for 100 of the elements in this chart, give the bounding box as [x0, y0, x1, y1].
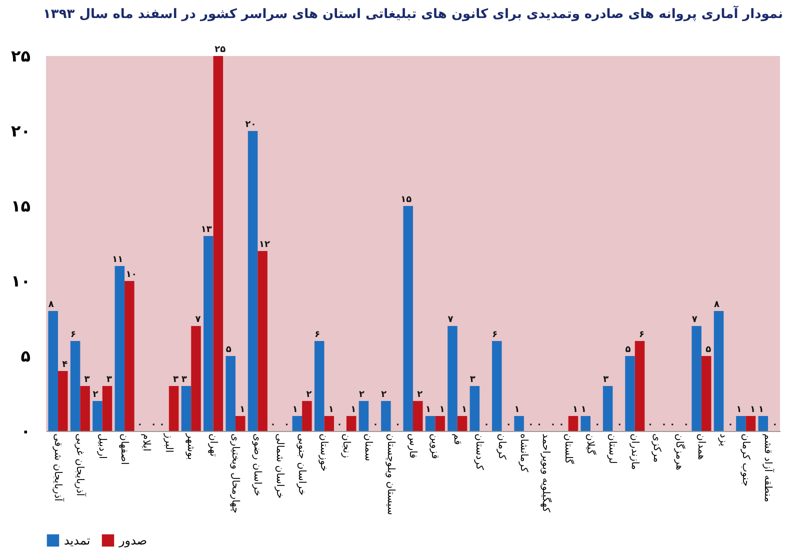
data-label: ۱: [580, 405, 586, 415]
x-tick-label: خراسان شمالی: [274, 434, 285, 499]
data-label: ۱: [462, 405, 468, 415]
bar: [102, 386, 112, 431]
bar: [92, 401, 102, 431]
data-label: ۱: [240, 405, 246, 415]
y-tick-label: ۵: [20, 346, 31, 366]
data-label: ۰: [728, 420, 734, 430]
data-label: ۰: [484, 420, 490, 430]
bar: [634, 341, 645, 431]
x-tick-label: فارس: [407, 434, 418, 459]
data-label: ۰: [647, 420, 653, 430]
bar: [425, 416, 436, 431]
bar: [168, 386, 179, 431]
y-tick-label: ۰: [20, 422, 30, 440]
bar: [213, 56, 224, 431]
bar: [258, 251, 268, 431]
bar: [514, 416, 524, 431]
data-label: ۰: [550, 420, 556, 430]
bar: [48, 311, 58, 431]
x-tick-label: تهران: [207, 434, 218, 457]
bar: [448, 326, 458, 431]
data-label: ۱۳: [200, 225, 212, 235]
bar: [248, 131, 258, 431]
data-label: ۰: [616, 420, 622, 430]
data-label: ۰: [528, 420, 534, 430]
data-label: ۲: [358, 390, 365, 400]
bar: [435, 416, 445, 431]
data-label: ۰: [772, 420, 778, 430]
x-tick-label: لرستان: [606, 434, 618, 464]
bar: [625, 356, 635, 431]
bar: [58, 371, 68, 431]
data-label: ۰: [284, 420, 290, 430]
x-tick-label: گلستان: [562, 434, 574, 464]
data-label: ۱۰: [126, 270, 137, 280]
x-tick-label: کهگیلویه وبویراحمد: [540, 434, 552, 513]
data-label: ۲: [381, 390, 388, 400]
data-label: ۰: [661, 420, 667, 430]
bar: [580, 416, 591, 431]
data-label: ۲: [306, 390, 312, 400]
bar: [403, 206, 413, 431]
data-label: ۰: [558, 420, 564, 430]
data-label: ۳: [84, 375, 90, 385]
data-label: ۱۱: [112, 255, 124, 265]
bar: [191, 326, 201, 431]
y-tick-label: ۱۰: [10, 272, 30, 290]
data-label: ۱: [514, 405, 520, 415]
data-label: ۱: [736, 405, 742, 415]
data-label: ۷: [195, 315, 202, 325]
bar: [746, 416, 756, 431]
data-label: ۰: [394, 420, 400, 430]
data-label: ۰: [506, 420, 512, 430]
bar: [80, 386, 90, 431]
data-label: ۰: [372, 420, 378, 430]
x-tick-label: کرمانشاه: [518, 434, 529, 472]
x-tick-label: اصفهان: [118, 434, 130, 465]
bar: [181, 386, 192, 431]
x-tick-label: یزد: [718, 434, 729, 446]
x-tick-label: البرز: [162, 432, 174, 453]
data-label: ۰: [159, 420, 165, 430]
bar: [70, 341, 80, 431]
data-label: ۶: [314, 330, 320, 340]
x-tick-label: مازندران: [628, 434, 640, 470]
data-label: ۲۵: [214, 45, 226, 55]
data-label: ۵: [625, 345, 632, 355]
data-label: ۱: [758, 405, 764, 415]
data-label: ۳: [173, 375, 180, 385]
x-tick-label: زنجان: [340, 434, 352, 458]
x-tick-label: جنوب کرمان: [740, 434, 751, 486]
bar: [568, 416, 578, 431]
x-tick-label: آذربایجان شرقی: [52, 434, 65, 502]
data-label: ۳: [181, 375, 188, 385]
legend-label: تمدید: [64, 533, 90, 548]
bar: [124, 281, 134, 431]
data-label: ۸: [714, 300, 720, 310]
data-label: ۰: [270, 420, 276, 430]
bar: [292, 416, 302, 431]
bar: [413, 401, 423, 431]
data-label: ۱: [328, 405, 334, 415]
x-tick-label: هرمزگان: [673, 434, 686, 470]
data-label: ۱: [292, 405, 298, 415]
data-label: ۳: [106, 375, 112, 385]
data-label: ۳: [470, 375, 476, 385]
data-label: ۰: [594, 420, 600, 430]
data-label: ۳: [603, 375, 610, 385]
x-tick-label: ایلام: [140, 434, 152, 452]
x-tick-label: چهارمحال وبختیاری: [229, 434, 240, 514]
bar: [470, 386, 480, 431]
bar: [235, 416, 246, 431]
bar: [358, 401, 369, 431]
bar: [758, 416, 768, 431]
data-label: ۶: [639, 330, 645, 340]
data-label: ۱: [439, 405, 445, 415]
data-label: ۵: [226, 345, 232, 355]
bar: [492, 341, 502, 431]
bar: [324, 416, 334, 431]
data-label: ۰: [150, 420, 156, 430]
data-label: ۰: [536, 420, 542, 430]
x-tick-label: همدان: [695, 434, 706, 460]
data-label: ۲۰: [245, 120, 256, 130]
